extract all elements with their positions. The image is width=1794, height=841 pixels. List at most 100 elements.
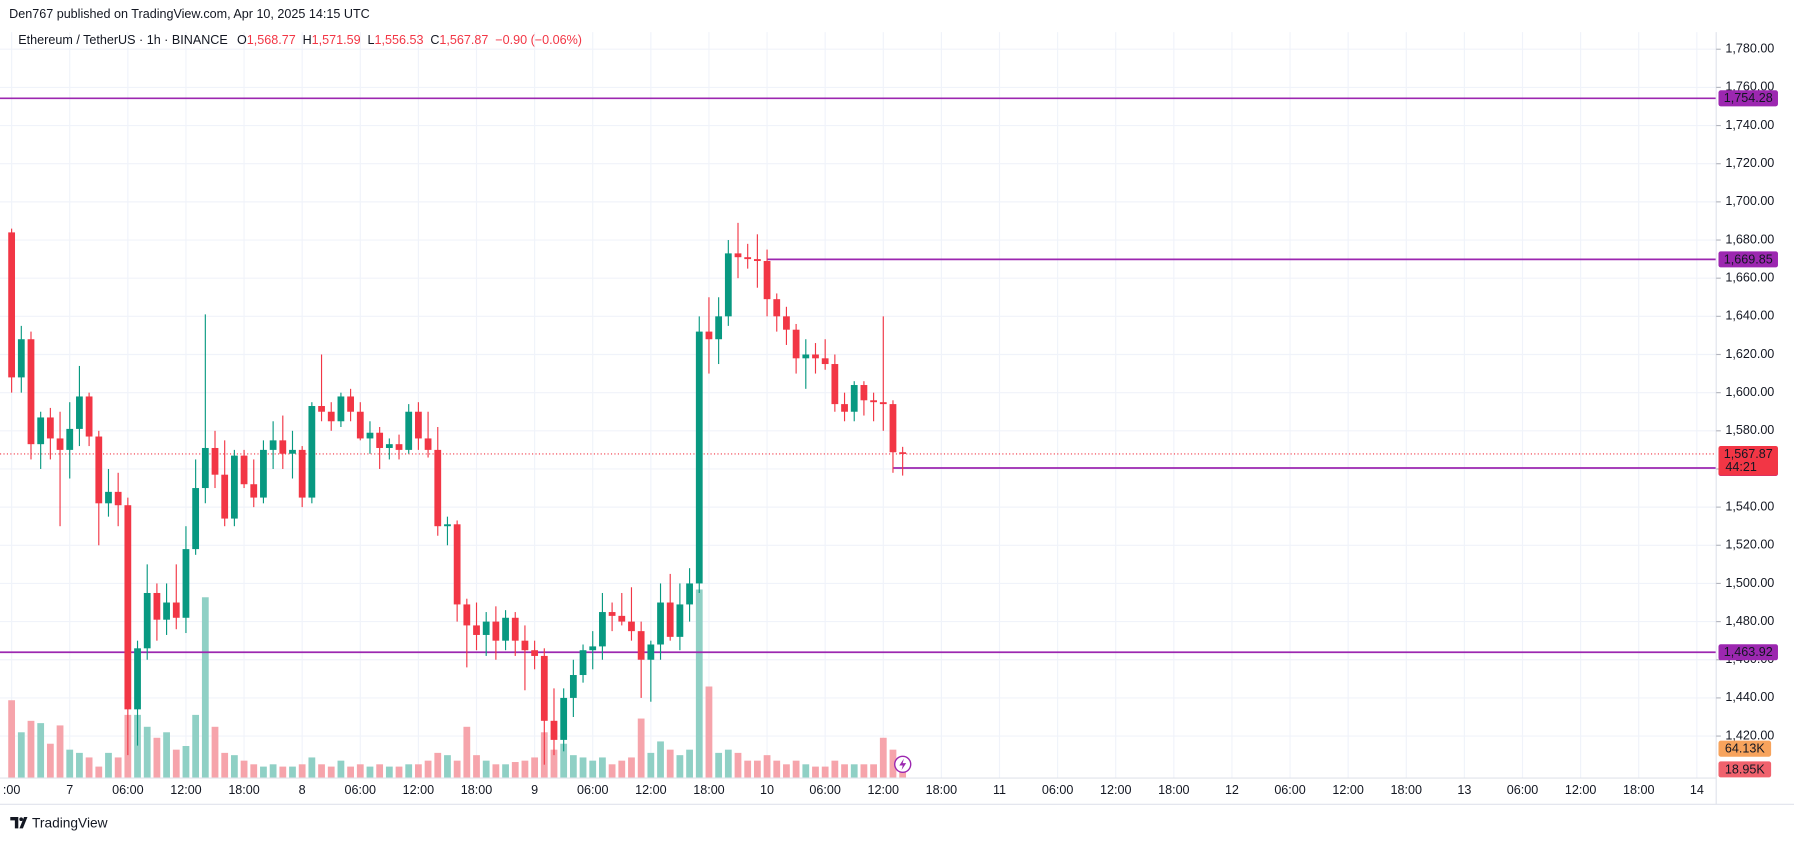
volume-bar bbox=[85, 757, 93, 779]
candle-body bbox=[686, 583, 693, 605]
candle-body bbox=[124, 505, 132, 710]
legend-change: −0.90 (−0.06%) bbox=[495, 34, 582, 48]
volume-bar bbox=[715, 752, 723, 779]
candle-body bbox=[250, 484, 258, 498]
level-label: 1,669.85 bbox=[1724, 252, 1773, 266]
volume-bar bbox=[676, 755, 684, 779]
candle-body bbox=[870, 400, 877, 403]
candle-body bbox=[211, 447, 219, 475]
y-tick-label: 1,420.00 bbox=[1725, 728, 1774, 742]
grid bbox=[0, 32, 1717, 779]
candle-body bbox=[172, 602, 180, 618]
candle-body bbox=[318, 406, 325, 412]
y-tick-label: 1,640.00 bbox=[1725, 309, 1774, 323]
candle-body bbox=[163, 602, 170, 620]
candle-body bbox=[376, 432, 384, 448]
candle-body bbox=[385, 444, 393, 448]
candle-body bbox=[753, 259, 761, 262]
volume-bar bbox=[172, 749, 180, 779]
candle-body bbox=[608, 612, 616, 616]
candle-body bbox=[531, 650, 539, 656]
x-tick-label: 06:00 bbox=[809, 783, 840, 797]
volume-bar bbox=[695, 589, 703, 779]
volume-bar bbox=[482, 760, 490, 779]
volume-bar bbox=[415, 764, 422, 779]
volume-bar bbox=[560, 743, 568, 779]
candle-body bbox=[715, 316, 723, 340]
footer: TradingView bbox=[32, 815, 108, 830]
candle-body bbox=[492, 621, 500, 641]
candle-body bbox=[240, 455, 248, 485]
volume-bar bbox=[502, 764, 509, 779]
volume-bar bbox=[647, 752, 655, 779]
volume-bar bbox=[46, 743, 54, 779]
volume-bar bbox=[870, 764, 877, 779]
volume-bar bbox=[569, 755, 577, 779]
x-tick-label: 10 bbox=[760, 783, 774, 797]
candle-body bbox=[511, 617, 519, 641]
x-tick-label: 12:00 bbox=[868, 783, 899, 797]
y-tick-label: 1,660.00 bbox=[1725, 271, 1774, 285]
symbol: Ethereum / TetherUS · 1h · BINANCE bbox=[18, 34, 227, 48]
candle-body bbox=[821, 358, 829, 365]
candle-body bbox=[327, 411, 335, 422]
candles bbox=[8, 222, 907, 765]
candle-body bbox=[182, 549, 190, 618]
x-tick-label: 9 bbox=[531, 783, 538, 797]
volume-pane bbox=[8, 589, 907, 779]
volume-bar bbox=[298, 764, 306, 779]
volume-bar bbox=[27, 720, 35, 779]
candle-body bbox=[66, 428, 74, 450]
x-tick-label: 12:00 bbox=[403, 783, 434, 797]
candle-body bbox=[521, 640, 529, 651]
y-tick-label: 1,500.00 bbox=[1725, 576, 1774, 590]
legend-key: O bbox=[237, 34, 247, 48]
volume-bar bbox=[821, 766, 829, 779]
volume-bar bbox=[308, 757, 316, 779]
volume-bar bbox=[376, 764, 384, 779]
level-label: 1,754.28 bbox=[1724, 91, 1773, 105]
volume-bar bbox=[753, 760, 761, 779]
current-price-bg bbox=[1718, 445, 1778, 476]
x-tick-label: 06:00 bbox=[345, 783, 376, 797]
candle-body bbox=[27, 339, 35, 445]
volume-ma-bg bbox=[1718, 740, 1772, 757]
x-tick-label: 12:00 bbox=[1332, 783, 1363, 797]
candle-body bbox=[8, 232, 16, 378]
candle-body bbox=[395, 444, 403, 450]
volume-bar bbox=[211, 726, 219, 779]
x-tick-label: 18:00 bbox=[1623, 783, 1654, 797]
volume-bar bbox=[463, 726, 471, 779]
volume-bar bbox=[628, 757, 635, 779]
candle-body bbox=[657, 602, 664, 645]
volume-bar bbox=[763, 755, 771, 779]
last-volume-bg bbox=[1718, 761, 1772, 778]
candle-body bbox=[279, 440, 287, 454]
x-tick-label: :00 bbox=[3, 783, 21, 797]
y-tick-label: 1,720.00 bbox=[1725, 156, 1774, 170]
volume-bar bbox=[366, 766, 374, 779]
legend-value: 1,571.59 bbox=[312, 34, 361, 48]
candle-body bbox=[221, 474, 229, 519]
volume-bar bbox=[860, 764, 868, 779]
volume-bar bbox=[327, 766, 335, 779]
legend-value: 1,568.77 bbox=[247, 34, 296, 48]
y-tick-label: 1,540.00 bbox=[1725, 499, 1774, 513]
volume-bar bbox=[744, 760, 752, 779]
y-tick-label: 1,760.00 bbox=[1725, 80, 1774, 94]
volume-bar bbox=[734, 752, 742, 779]
volume-bar bbox=[608, 764, 616, 779]
x-tick-label: 18:00 bbox=[693, 783, 724, 797]
volume-bar bbox=[666, 749, 674, 779]
candle-body bbox=[453, 524, 461, 605]
candle-body bbox=[783, 316, 790, 330]
candle-body bbox=[260, 449, 267, 498]
footer-logo bbox=[10, 816, 28, 829]
level-label: 1,463.92 bbox=[1724, 645, 1773, 659]
volume-bar bbox=[182, 746, 190, 779]
candle-body bbox=[860, 385, 868, 401]
volume-bar bbox=[783, 764, 790, 779]
x-tick-label: 12:00 bbox=[170, 783, 201, 797]
volume-bar bbox=[337, 760, 345, 779]
